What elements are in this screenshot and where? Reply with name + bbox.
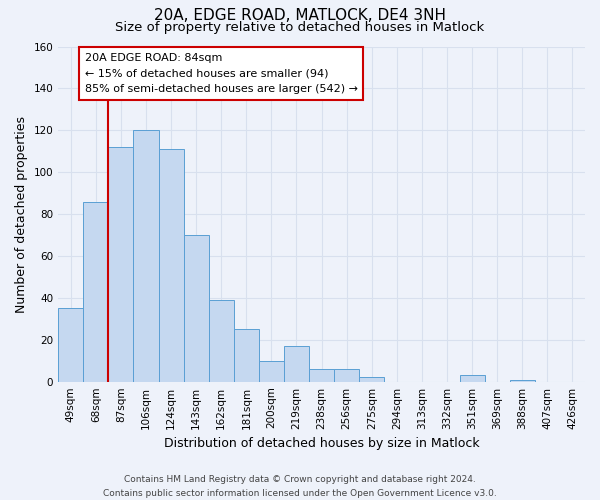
X-axis label: Distribution of detached houses by size in Matlock: Distribution of detached houses by size … xyxy=(164,437,479,450)
Bar xyxy=(334,369,359,382)
Y-axis label: Number of detached properties: Number of detached properties xyxy=(15,116,28,312)
Bar xyxy=(510,380,535,382)
Bar xyxy=(58,308,83,382)
Bar xyxy=(259,360,284,382)
Text: Size of property relative to detached houses in Matlock: Size of property relative to detached ho… xyxy=(115,22,485,35)
Bar xyxy=(309,369,334,382)
Text: Contains HM Land Registry data © Crown copyright and database right 2024.
Contai: Contains HM Land Registry data © Crown c… xyxy=(103,476,497,498)
Bar xyxy=(109,147,133,382)
Bar xyxy=(284,346,309,382)
Bar xyxy=(460,376,485,382)
Text: 20A, EDGE ROAD, MATLOCK, DE4 3NH: 20A, EDGE ROAD, MATLOCK, DE4 3NH xyxy=(154,8,446,22)
Text: 20A EDGE ROAD: 84sqm
← 15% of detached houses are smaller (94)
85% of semi-detac: 20A EDGE ROAD: 84sqm ← 15% of detached h… xyxy=(85,53,358,94)
Bar xyxy=(359,378,385,382)
Bar xyxy=(83,202,109,382)
Bar xyxy=(184,235,209,382)
Bar xyxy=(234,330,259,382)
Bar xyxy=(133,130,158,382)
Bar xyxy=(158,149,184,382)
Bar xyxy=(209,300,234,382)
